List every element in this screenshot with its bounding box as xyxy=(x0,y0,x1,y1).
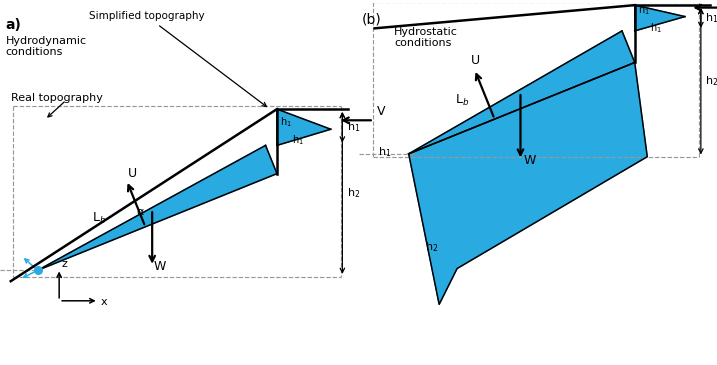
Text: h$_2$: h$_2$ xyxy=(705,74,717,88)
Polygon shape xyxy=(635,5,685,31)
Text: V: V xyxy=(377,105,386,119)
Polygon shape xyxy=(409,62,647,304)
Text: h$_1$: h$_1$ xyxy=(637,3,650,17)
Text: Hydrostatic
conditions: Hydrostatic conditions xyxy=(394,27,458,48)
Text: h$_1$: h$_1$ xyxy=(292,134,304,147)
Text: L$_b$: L$_b$ xyxy=(92,211,107,226)
Polygon shape xyxy=(409,31,635,154)
Text: a): a) xyxy=(6,18,22,32)
Text: h$_2$: h$_2$ xyxy=(424,241,438,254)
Text: h$_1$: h$_1$ xyxy=(379,146,391,160)
Text: Real topography: Real topography xyxy=(11,93,103,103)
Text: U: U xyxy=(128,167,138,180)
Text: Simplified topography: Simplified topography xyxy=(89,11,267,107)
Text: W: W xyxy=(154,260,166,273)
Text: h$_1$: h$_1$ xyxy=(650,21,662,35)
Text: α: α xyxy=(136,207,143,217)
Text: (b): (b) xyxy=(362,12,382,26)
Text: h$_1$: h$_1$ xyxy=(280,116,292,130)
Text: z: z xyxy=(61,259,67,269)
Polygon shape xyxy=(277,109,331,145)
Polygon shape xyxy=(38,145,277,270)
Text: h$_2$: h$_2$ xyxy=(347,186,360,200)
Text: x: x xyxy=(100,297,107,307)
Text: Hydrodynamic
conditions: Hydrodynamic conditions xyxy=(6,35,87,57)
Text: L$_b$: L$_b$ xyxy=(455,93,469,108)
Text: U: U xyxy=(471,54,480,67)
Text: h$_1$: h$_1$ xyxy=(347,120,360,134)
Text: W: W xyxy=(523,154,536,167)
Text: h$_1$: h$_1$ xyxy=(705,11,717,25)
